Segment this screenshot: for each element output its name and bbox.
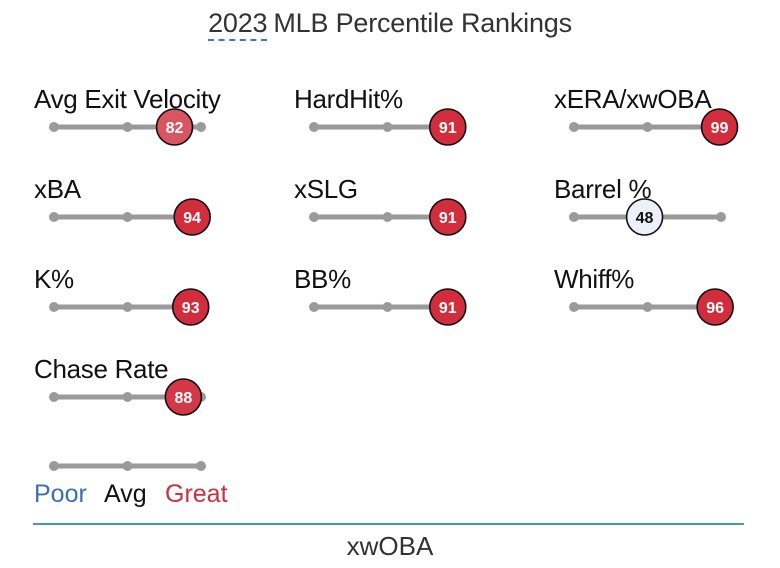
metric-2: xERA/xwOBA 99 (554, 84, 780, 164)
metric-6: K% 93 (34, 264, 264, 344)
percentile-value: 96 (706, 300, 724, 317)
title-text: MLB Percentile Rankings (273, 8, 572, 38)
metric-slider: 96 (569, 288, 734, 326)
slider-tick-poor (49, 212, 59, 222)
metric-1: HardHit% 91 (294, 84, 524, 164)
legend-avg-dot (122, 461, 133, 471)
metric-label: Chase Rate (34, 354, 169, 384)
metric-slider: 91 (309, 288, 467, 326)
percentile-value: 99 (711, 120, 729, 137)
percentile-bubble (173, 198, 211, 236)
percentile-value: 91 (439, 300, 457, 317)
metric-slider: 88 (49, 378, 206, 416)
slider-tick-avg (642, 302, 653, 312)
percentile-bubble (171, 288, 210, 326)
slider-tick-avg (122, 302, 133, 312)
percentile-bubble (155, 108, 194, 146)
percentile-value: 91 (439, 120, 457, 137)
slider-tick-poor (309, 302, 319, 312)
metric-5: Barrel % 48 (554, 174, 780, 254)
legend: Poor Avg Great (34, 452, 264, 514)
metric-label: xBA (34, 174, 81, 204)
percentile-bubble (164, 378, 203, 416)
slider-tick-poor (49, 392, 59, 402)
slider-tick-avg (382, 212, 393, 222)
metric-label: Avg Exit Velocity (34, 84, 221, 114)
title-year-link[interactable]: 2023 (208, 8, 268, 41)
legend-great-dot (196, 461, 206, 471)
metric-label: xSLG (294, 174, 358, 204)
slider-tick-poor (49, 122, 59, 132)
legend-avg-label: Avg (104, 480, 147, 508)
percentile-value: 88 (174, 390, 192, 407)
slider-tick-avg (382, 302, 393, 312)
slider-tick-avg (122, 212, 133, 222)
percentile-bubble (625, 198, 664, 236)
metric-8: Whiff% 96 (554, 264, 780, 344)
percentile-bubble (428, 198, 467, 236)
metric-0: Avg Exit Velocity 82 (34, 84, 264, 164)
metric-slider: 93 (49, 288, 210, 326)
percentile-bubble (428, 108, 467, 146)
percentile-value: 48 (636, 210, 654, 227)
percentile-bubble (696, 288, 734, 326)
percentile-value: 94 (183, 210, 201, 227)
metric-4: xSLG 91 (294, 174, 524, 254)
metric-slider: 48 (569, 198, 726, 236)
metric-slider: 99 (569, 108, 739, 146)
legend-great-label: Great (165, 480, 228, 508)
metric-label: K% (34, 264, 74, 294)
slider-tick-poor (569, 212, 579, 222)
metric-label: xERA/xwOBA (554, 84, 712, 114)
percentile-value: 82 (166, 120, 184, 137)
slider-tick-poor (569, 302, 579, 312)
slider-tick-avg (122, 392, 133, 402)
footer-divider (33, 523, 744, 525)
percentile-bubble (700, 108, 739, 146)
footer-tab[interactable]: xwOBA (346, 531, 434, 561)
metric-label: HardHit% (294, 84, 403, 114)
slider-tick-great (196, 122, 206, 132)
slider-tick-poor (569, 122, 579, 132)
metric-slider: 94 (49, 198, 211, 236)
slider-tick-avg (642, 122, 653, 132)
metric-slider: 91 (309, 108, 467, 146)
percentile-value: 93 (182, 300, 200, 317)
slider-tick-avg (122, 122, 133, 132)
metric-slider: 91 (309, 198, 467, 236)
metric-slider: 82 (49, 108, 206, 146)
slider-tick-great (716, 212, 726, 222)
percentile-value: 91 (439, 210, 457, 227)
metric-label: Barrel % (554, 174, 652, 204)
chart-title: 2023 MLB Percentile Rankings (0, 8, 780, 41)
legend-track (49, 461, 206, 471)
metric-label: BB% (294, 264, 351, 294)
slider-tick-poor (309, 122, 319, 132)
slider-tick-poor (309, 212, 319, 222)
percentile-bubble (428, 288, 467, 326)
legend-poor-dot (49, 461, 59, 471)
metric-7: BB% 91 (294, 264, 524, 344)
metric-9: Chase Rate 88 (34, 354, 264, 434)
metric-label: Whiff% (554, 264, 635, 294)
legend-poor-label: Poor (34, 480, 87, 508)
metric-3: xBA 94 (34, 174, 264, 254)
slider-tick-avg (382, 122, 393, 132)
slider-tick-poor (49, 302, 59, 312)
